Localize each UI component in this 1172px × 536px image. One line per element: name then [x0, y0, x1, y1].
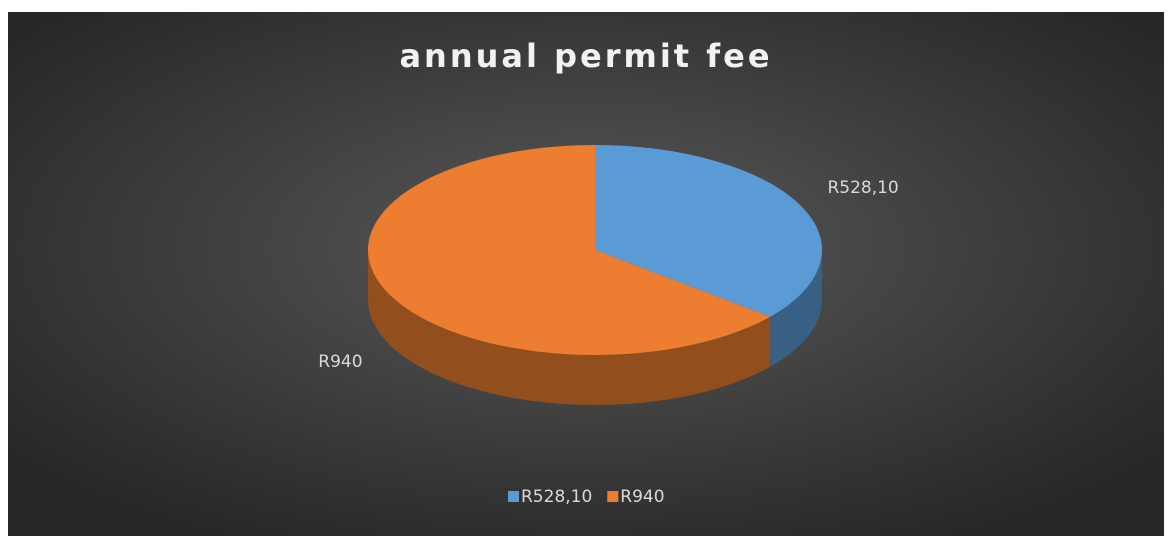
- slice-side: [770, 250, 822, 367]
- legend-label: R528,10: [521, 487, 592, 507]
- legend-label: R940: [620, 487, 664, 507]
- slice-side: [368, 250, 771, 405]
- slice: [367, 145, 771, 355]
- legend-swatch: [607, 491, 619, 502]
- chart-title: annual permit fee: [399, 37, 772, 75]
- legend-swatch: [508, 491, 519, 502]
- slice: [595, 145, 822, 317]
- data-label: R528,10: [827, 178, 898, 198]
- data-label: R940: [318, 352, 362, 372]
